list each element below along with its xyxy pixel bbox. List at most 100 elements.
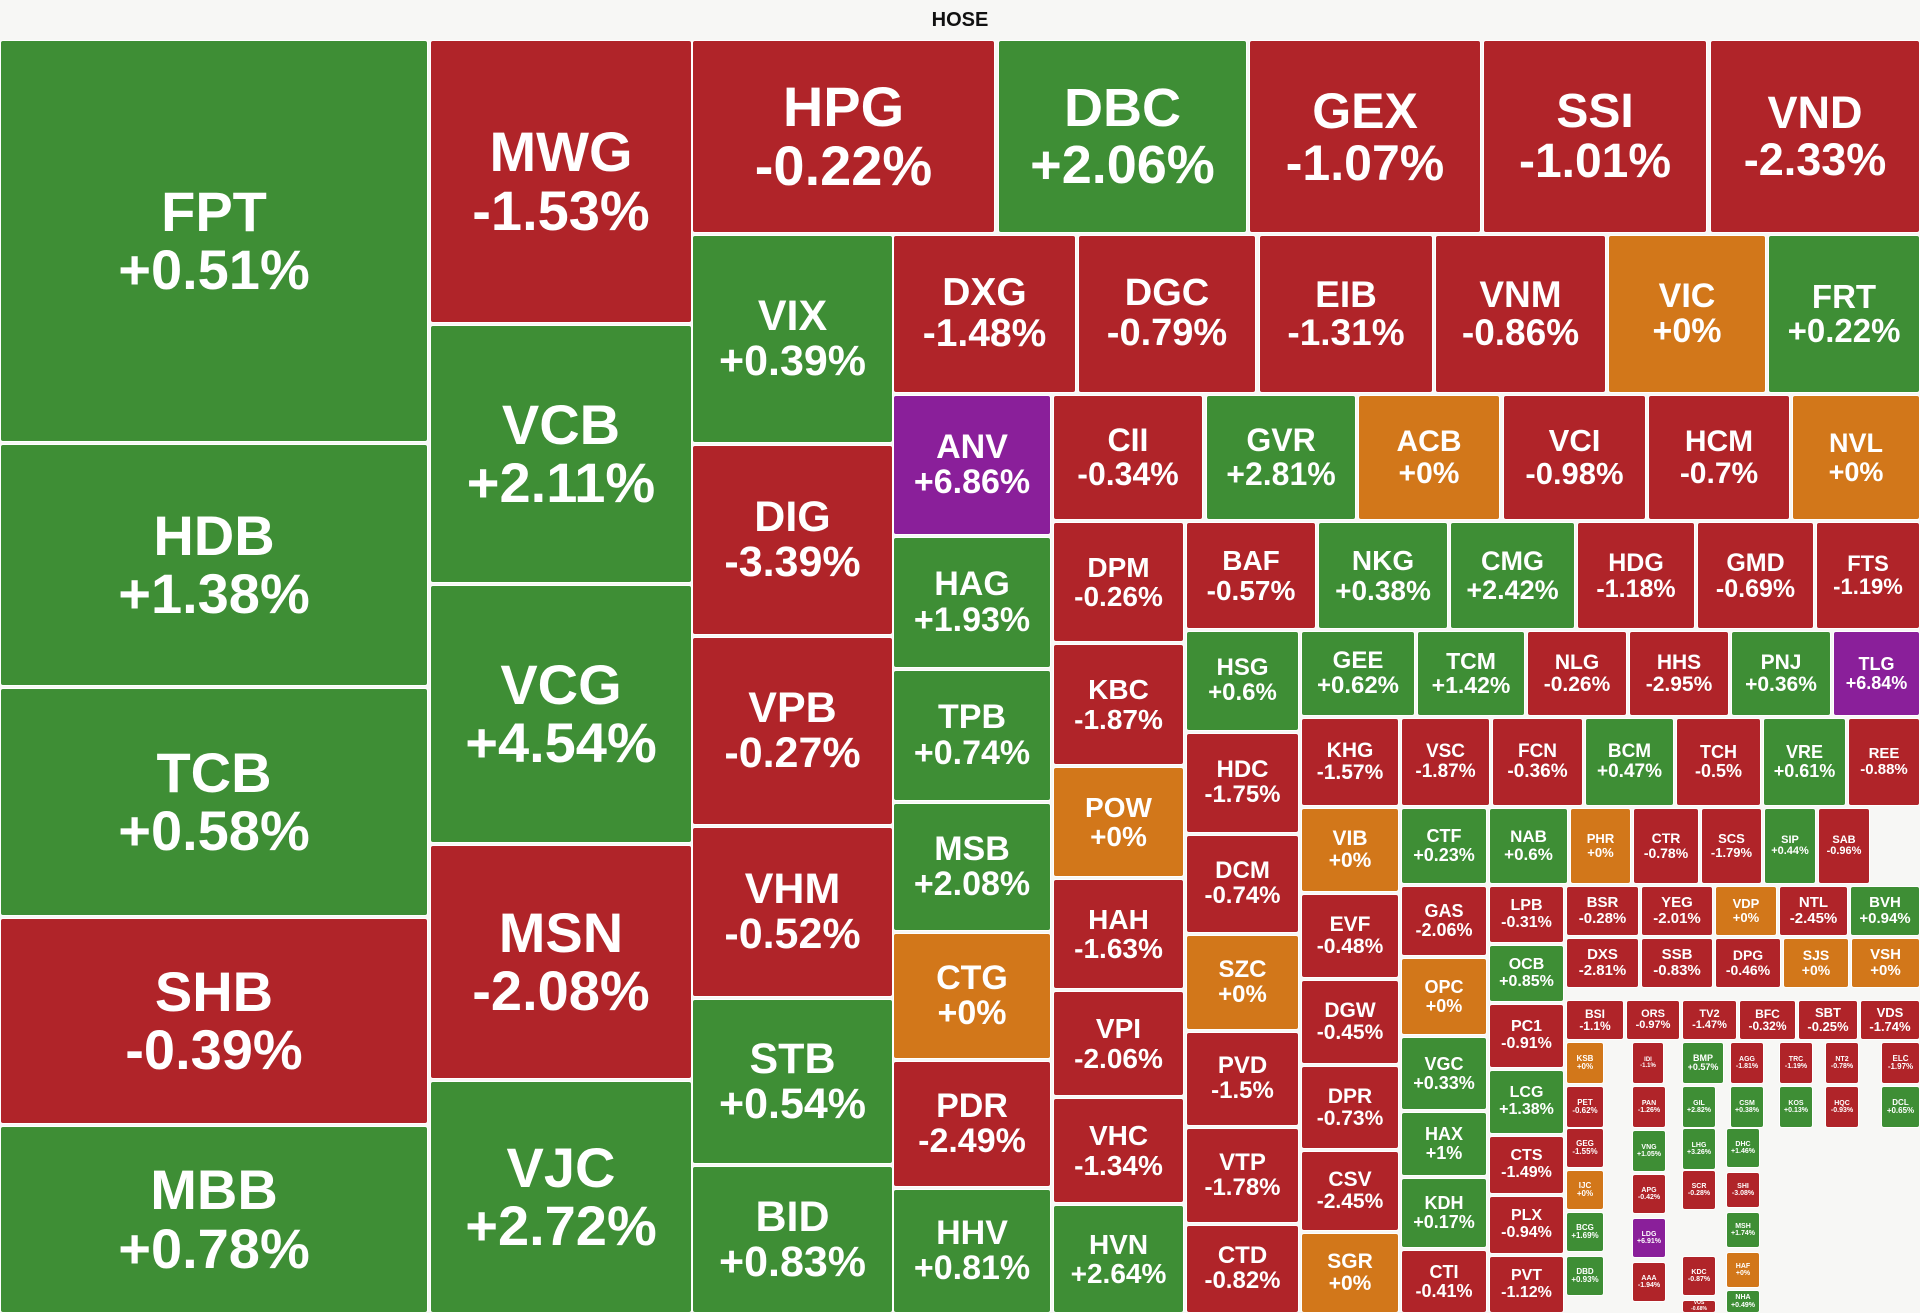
stock-tile-trc[interactable]: TRC -1.19% — [1779, 1042, 1813, 1084]
stock-tile-dgc[interactable]: DGC -0.79% — [1078, 235, 1256, 393]
stock-tile-hhs[interactable]: HHS -2.95% — [1629, 631, 1729, 716]
stock-tile-mwg[interactable]: MWG -1.53% — [430, 40, 692, 323]
stock-tile-nt2[interactable]: NT2 -0.78% — [1825, 1042, 1859, 1084]
stock-tile-vsc[interactable]: VSC -1.87% — [1401, 718, 1490, 806]
stock-tile-hah[interactable]: HAH -1.63% — [1053, 879, 1184, 989]
stock-tile-ijc[interactable]: IJC +0% — [1566, 1170, 1604, 1210]
stock-tile-hqc[interactable]: HQC -0.93% — [1825, 1086, 1859, 1128]
stock-tile-bsi[interactable]: BSI -1.1% — [1566, 1000, 1624, 1040]
stock-tile-ksb[interactable]: KSB +0% — [1566, 1042, 1604, 1084]
stock-tile-mbb[interactable]: MBB +0.78% — [0, 1126, 428, 1313]
stock-tile-pnj[interactable]: PNJ +0.36% — [1731, 631, 1831, 716]
stock-tile-khg[interactable]: KHG -1.57% — [1301, 718, 1399, 806]
stock-tile-hcm[interactable]: HCM -0.7% — [1648, 395, 1790, 520]
stock-tile-ssb[interactable]: SSB -0.83% — [1641, 938, 1713, 988]
stock-tile-vds[interactable]: VDS -1.74% — [1860, 1000, 1920, 1040]
stock-tile-dig[interactable]: DIG -3.39% — [692, 445, 893, 635]
stock-tile-kdc[interactable]: KDC -0.87% — [1682, 1256, 1716, 1296]
stock-tile-lcg[interactable]: LCG +1.38% — [1489, 1070, 1564, 1134]
stock-tile-tlg[interactable]: TLG +6.84% — [1833, 631, 1920, 716]
stock-tile-ctr[interactable]: CTR -0.78% — [1633, 808, 1699, 884]
stock-tile-msh[interactable]: MSH +1.74% — [1726, 1212, 1760, 1248]
stock-tile-frt[interactable]: FRT +0.22% — [1768, 235, 1920, 393]
stock-tile-pvt[interactable]: PVT -1.12% — [1489, 1256, 1564, 1313]
stock-tile-shi[interactable]: SHI -3.08% — [1726, 1172, 1760, 1208]
stock-tile-csv[interactable]: CSV -2.45% — [1301, 1151, 1399, 1231]
stock-tile-aaa[interactable]: AAA -1.94% — [1632, 1262, 1666, 1302]
stock-tile-vcg[interactable]: VCG +4.54% — [430, 585, 692, 843]
stock-tile-ntl[interactable]: NTL -2.45% — [1779, 886, 1848, 936]
stock-tile-yeg[interactable]: YEG -2.01% — [1641, 886, 1713, 936]
stock-tile-vng[interactable]: VNG +1.05% — [1632, 1130, 1666, 1172]
stock-tile-tcm[interactable]: TCM +1.42% — [1417, 631, 1525, 716]
stock-tile-vdp[interactable]: VDP +0% — [1715, 886, 1777, 936]
stock-tile-bmp[interactable]: BMP +0.57% — [1682, 1042, 1724, 1084]
stock-tile-gas[interactable]: GAS -2.06% — [1401, 886, 1487, 956]
stock-tile-vci[interactable]: VCI -0.98% — [1503, 395, 1646, 520]
stock-tile-csm[interactable]: CSM +0.38% — [1730, 1086, 1764, 1128]
stock-tile-vtp[interactable]: VTP -1.78% — [1186, 1128, 1299, 1223]
stock-tile-vgc[interactable]: VGC +0.33% — [1401, 1037, 1487, 1110]
stock-tile-ssi[interactable]: SSI -1.01% — [1483, 40, 1707, 233]
stock-tile-opc[interactable]: OPC +0% — [1401, 958, 1487, 1035]
stock-tile-ors[interactable]: ORS -0.97% — [1626, 1000, 1680, 1040]
stock-tile-hax[interactable]: HAX +1% — [1401, 1112, 1487, 1176]
stock-tile-phr[interactable]: PHR +0% — [1570, 808, 1631, 884]
stock-tile-dpr[interactable]: DPR -0.73% — [1301, 1066, 1399, 1149]
stock-tile-ree[interactable]: REE -0.88% — [1848, 718, 1920, 806]
stock-tile-cti[interactable]: CTI -0.41% — [1401, 1250, 1487, 1313]
stock-tile-vib[interactable]: VIB +0% — [1301, 808, 1399, 892]
stock-tile-bsr[interactable]: BSR -0.28% — [1566, 886, 1639, 936]
stock-tile-vsh[interactable]: VSH +0% — [1851, 938, 1920, 988]
stock-tile-vpi[interactable]: VPI -2.06% — [1053, 991, 1184, 1096]
stock-tile-gil[interactable]: GIL +2.82% — [1682, 1086, 1716, 1128]
stock-tile-cts[interactable]: CTS -1.49% — [1489, 1136, 1564, 1194]
stock-tile-anv[interactable]: ANV +6.86% — [893, 395, 1051, 535]
stock-tile-stb[interactable]: STB +0.54% — [692, 999, 893, 1164]
stock-tile-sgr[interactable]: SGR +0% — [1301, 1233, 1399, 1313]
stock-tile-cii[interactable]: CII -0.34% — [1053, 395, 1203, 520]
stock-tile-ctg[interactable]: CTG +0% — [893, 933, 1051, 1059]
stock-tile-bcg[interactable]: BCG +1.69% — [1566, 1212, 1604, 1252]
stock-tile-idi[interactable]: IDI -1.1% — [1632, 1042, 1664, 1084]
stock-tile-hag[interactable]: HAG +1.93% — [893, 537, 1051, 668]
stock-tile-nlg[interactable]: NLG -0.26% — [1527, 631, 1627, 716]
stock-tile-hvn[interactable]: HVN +2.64% — [1053, 1205, 1184, 1313]
stock-tile-kos[interactable]: KOS +0.13% — [1779, 1086, 1813, 1128]
stock-tile-nha[interactable]: NHA +0.49% — [1726, 1290, 1760, 1313]
stock-tile-fpt[interactable]: FPT +0.51% — [0, 40, 428, 442]
stock-tile-nab[interactable]: NAB +0.6% — [1489, 808, 1568, 884]
stock-tile-dbc[interactable]: DBC +2.06% — [998, 40, 1247, 233]
stock-tile-gmd[interactable]: GMD -0.69% — [1697, 522, 1814, 629]
stock-tile-geg[interactable]: GEG -1.55% — [1566, 1128, 1604, 1168]
stock-tile-pdr[interactable]: PDR -2.49% — [893, 1061, 1051, 1187]
stock-tile-gvr[interactable]: GVR +2.81% — [1206, 395, 1356, 520]
stock-tile-sbt[interactable]: SBT -0.25% — [1798, 1000, 1858, 1040]
stock-tile-eib[interactable]: EIB -1.31% — [1259, 235, 1433, 393]
stock-tile-fts[interactable]: FTS -1.19% — [1816, 522, 1920, 629]
stock-tile-ctf[interactable]: CTF +0.23% — [1401, 808, 1487, 884]
stock-tile-nvl[interactable]: NVL +0% — [1792, 395, 1920, 520]
stock-tile-kdh[interactable]: KDH +0.17% — [1401, 1178, 1487, 1248]
stock-tile-baf[interactable]: BAF -0.57% — [1186, 522, 1316, 629]
stock-tile-hhv[interactable]: HHV +0.81% — [893, 1189, 1051, 1313]
stock-tile-tv2[interactable]: TV2 -1.47% — [1682, 1000, 1737, 1040]
stock-tile-vhm[interactable]: VHM -0.52% — [692, 827, 893, 997]
stock-tile-pvd[interactable]: PVD -1.5% — [1186, 1032, 1299, 1126]
stock-tile-bfc[interactable]: BFC -0.32% — [1739, 1000, 1796, 1040]
stock-tile-fcn[interactable]: FCN -0.36% — [1492, 718, 1583, 806]
stock-tile-hpg[interactable]: HPG -0.22% — [692, 40, 995, 233]
stock-tile-ctd[interactable]: CTD -0.82% — [1186, 1225, 1299, 1313]
stock-tile-shb[interactable]: SHB -0.39% — [0, 918, 428, 1124]
stock-tile-dgw[interactable]: DGW -0.45% — [1301, 980, 1399, 1064]
stock-tile-pc1[interactable]: PC1 -0.91% — [1489, 1004, 1564, 1068]
stock-tile-bcm[interactable]: BCM +0.47% — [1585, 718, 1674, 806]
stock-tile-pan[interactable]: PAN -1.26% — [1632, 1086, 1666, 1128]
stock-tile-kbc[interactable]: KBC -1.87% — [1053, 644, 1184, 765]
stock-tile-apg[interactable]: APG -0.42% — [1632, 1174, 1666, 1214]
stock-tile-tpb[interactable]: TPB +0.74% — [893, 670, 1051, 801]
stock-tile-scs[interactable]: SCS -1.79% — [1701, 808, 1762, 884]
stock-tile-dhc[interactable]: DHC +1.46% — [1726, 1128, 1760, 1168]
stock-tile-hsg[interactable]: HSG +0.6% — [1186, 631, 1299, 731]
stock-tile-vcb[interactable]: VCB +2.11% — [430, 325, 692, 583]
